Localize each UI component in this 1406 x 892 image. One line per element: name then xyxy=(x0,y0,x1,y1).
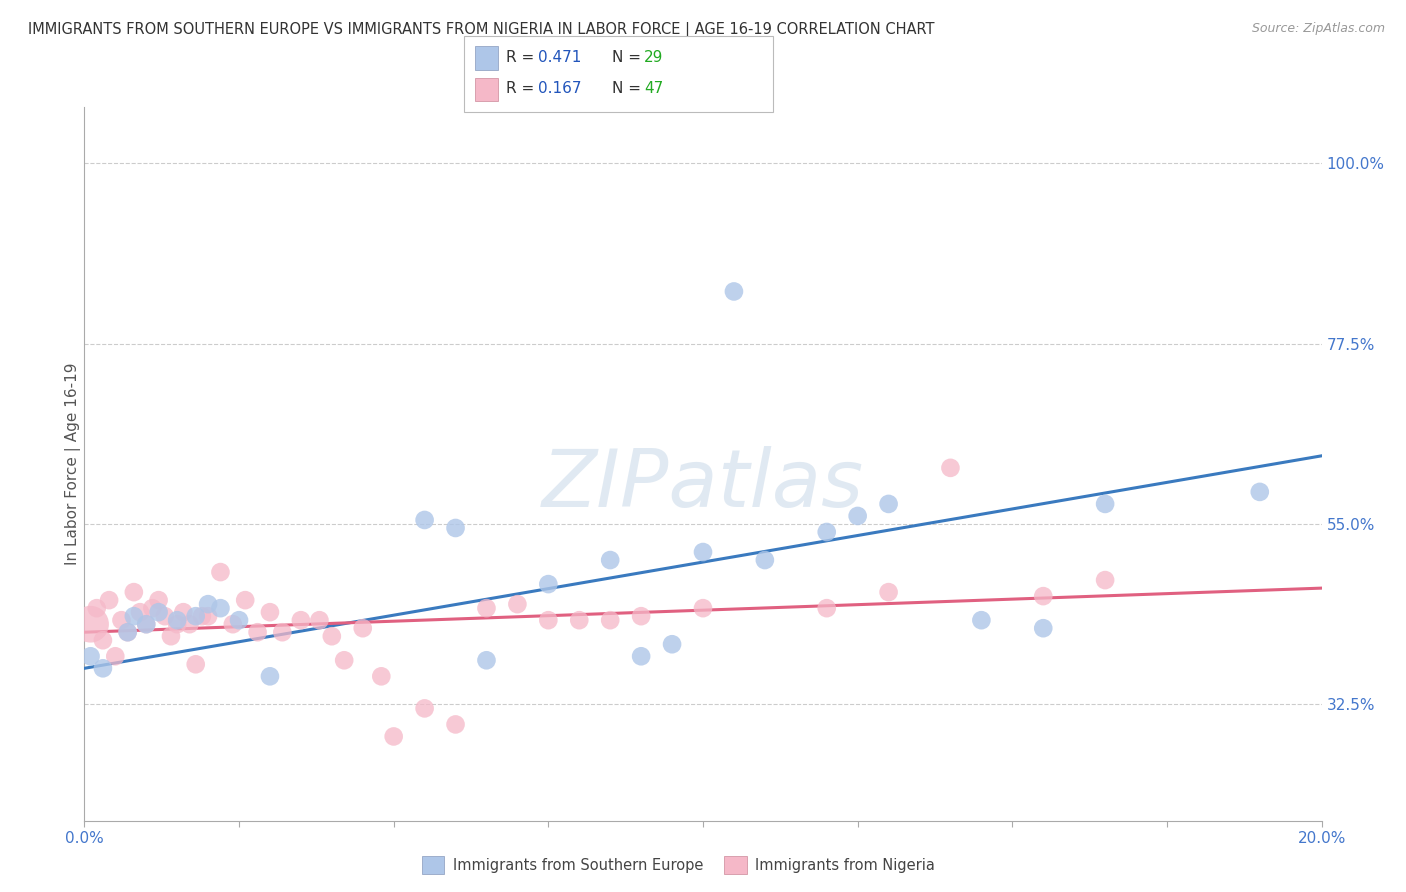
Point xyxy=(209,601,232,615)
Point xyxy=(110,613,132,627)
Point xyxy=(141,601,163,615)
Point xyxy=(86,601,108,615)
Point xyxy=(209,565,232,579)
Text: Immigrants from Southern Europe: Immigrants from Southern Europe xyxy=(453,858,703,872)
Point xyxy=(754,553,776,567)
Text: IMMIGRANTS FROM SOUTHERN EUROPE VS IMMIGRANTS FROM NIGERIA IN LABOR FORCE | AGE : IMMIGRANTS FROM SOUTHERN EUROPE VS IMMIG… xyxy=(28,22,935,38)
Point xyxy=(723,285,745,299)
Point xyxy=(79,617,101,632)
Point xyxy=(661,637,683,651)
Point xyxy=(148,605,170,619)
Point xyxy=(1094,497,1116,511)
Point xyxy=(259,605,281,619)
Point xyxy=(79,649,101,664)
Point xyxy=(939,460,962,475)
Point xyxy=(475,653,498,667)
Text: 29: 29 xyxy=(644,51,664,65)
Point xyxy=(228,613,250,627)
Point xyxy=(333,653,356,667)
Point xyxy=(308,613,330,627)
Point xyxy=(98,593,121,607)
Y-axis label: In Labor Force | Age 16-19: In Labor Force | Age 16-19 xyxy=(65,362,82,566)
Point xyxy=(444,521,467,535)
Point xyxy=(352,621,374,635)
Point xyxy=(506,597,529,611)
Point xyxy=(1249,484,1271,499)
Point xyxy=(135,617,157,632)
Point xyxy=(117,625,139,640)
Text: N =: N = xyxy=(612,51,645,65)
Point xyxy=(599,613,621,627)
Point xyxy=(290,613,312,627)
Point xyxy=(599,553,621,567)
Point xyxy=(568,613,591,627)
Text: N =: N = xyxy=(612,81,645,95)
Point xyxy=(122,609,145,624)
Text: Source: ZipAtlas.com: Source: ZipAtlas.com xyxy=(1251,22,1385,36)
Point xyxy=(259,669,281,683)
Text: R =: R = xyxy=(506,81,540,95)
Point xyxy=(630,649,652,664)
Text: R =: R = xyxy=(506,51,540,65)
Point xyxy=(135,617,157,632)
Point xyxy=(630,609,652,624)
Text: 0.471: 0.471 xyxy=(538,51,582,65)
Text: Immigrants from Nigeria: Immigrants from Nigeria xyxy=(755,858,935,872)
Point xyxy=(91,661,114,675)
Point xyxy=(1094,573,1116,587)
Point xyxy=(413,513,436,527)
Point xyxy=(692,545,714,559)
Text: 47: 47 xyxy=(644,81,664,95)
Point xyxy=(129,605,152,619)
Point xyxy=(166,617,188,632)
Point xyxy=(321,629,343,643)
Point xyxy=(877,585,900,599)
Point xyxy=(382,730,405,744)
Point xyxy=(444,717,467,731)
Text: ZIPatlas: ZIPatlas xyxy=(541,446,865,524)
Point xyxy=(692,601,714,615)
Point xyxy=(179,617,201,632)
Point xyxy=(413,701,436,715)
Point xyxy=(1032,589,1054,603)
Point xyxy=(91,633,114,648)
Point xyxy=(104,649,127,664)
Point xyxy=(846,508,869,523)
Point xyxy=(815,524,838,539)
Point xyxy=(815,601,838,615)
Point xyxy=(537,613,560,627)
Point xyxy=(160,629,183,643)
Point xyxy=(184,657,207,672)
Point xyxy=(117,625,139,640)
Point xyxy=(233,593,256,607)
Point xyxy=(184,609,207,624)
Point xyxy=(166,613,188,627)
Point xyxy=(172,605,194,619)
Point xyxy=(246,625,269,640)
Point xyxy=(537,577,560,591)
Point xyxy=(191,609,214,624)
Point xyxy=(222,617,245,632)
Text: 0.167: 0.167 xyxy=(538,81,582,95)
Point xyxy=(271,625,294,640)
Point xyxy=(970,613,993,627)
Point xyxy=(197,597,219,611)
Point xyxy=(197,609,219,624)
Point xyxy=(122,585,145,599)
Point xyxy=(877,497,900,511)
Point xyxy=(1032,621,1054,635)
Point xyxy=(370,669,392,683)
Point xyxy=(153,609,176,624)
Point xyxy=(475,601,498,615)
Point xyxy=(148,593,170,607)
